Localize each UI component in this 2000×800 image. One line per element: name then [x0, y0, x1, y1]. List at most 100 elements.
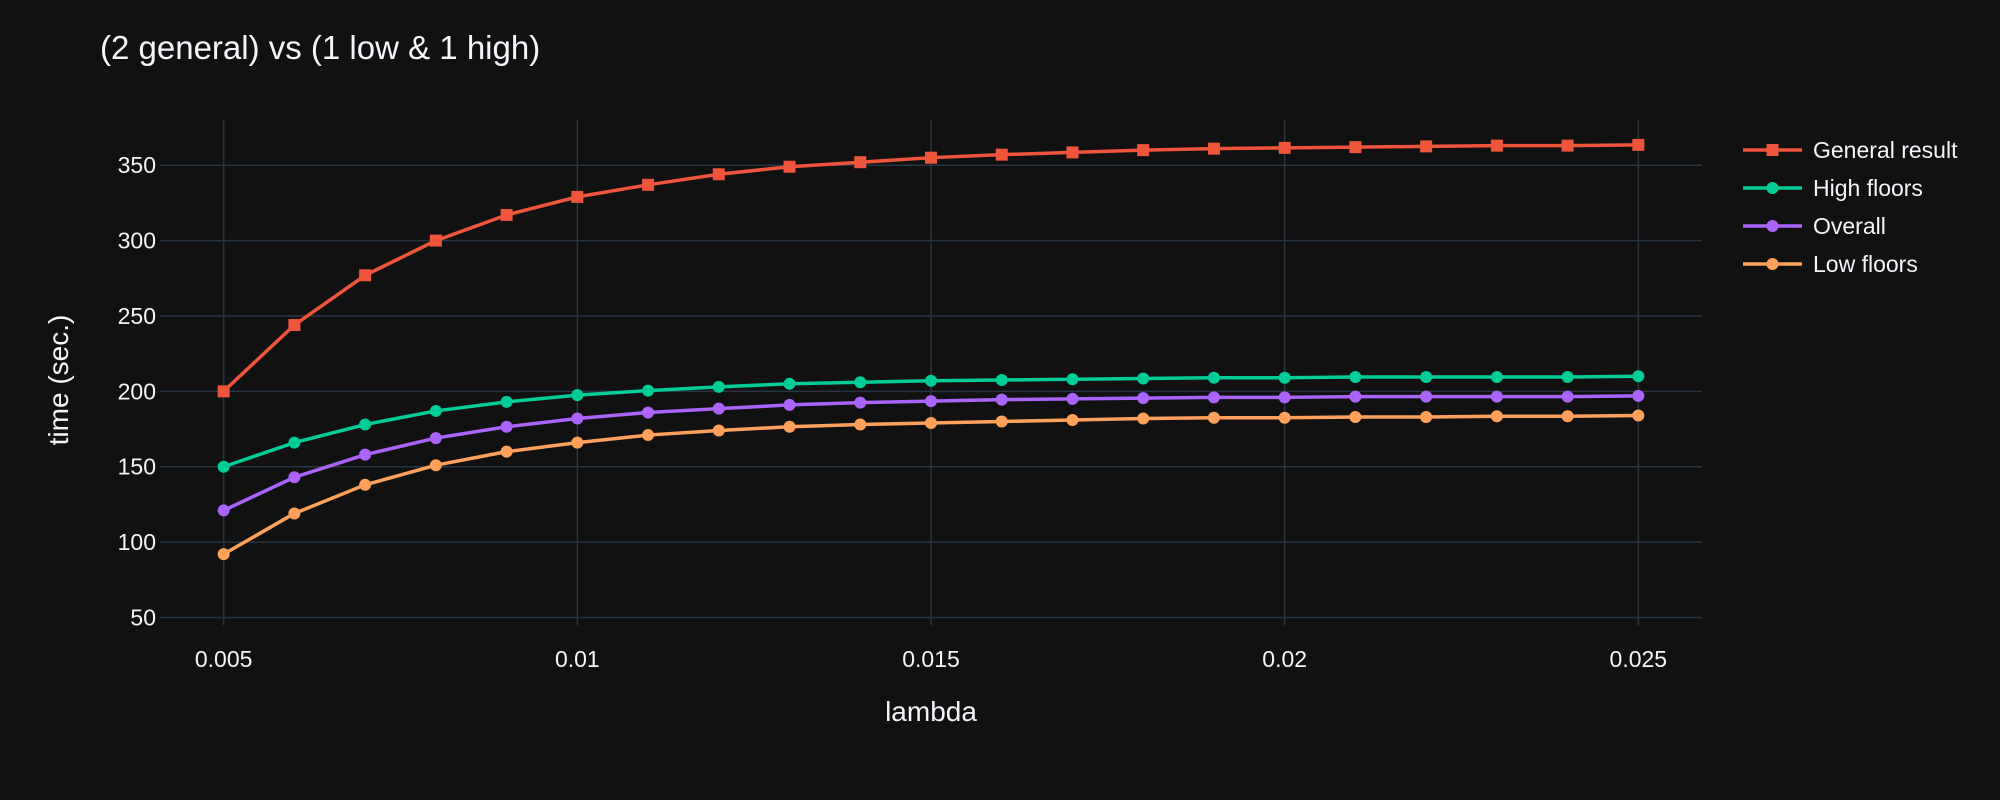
data-point[interactable] — [1490, 371, 1503, 384]
data-point[interactable] — [500, 395, 513, 408]
data-point[interactable] — [925, 374, 937, 387]
data-point[interactable] — [854, 396, 867, 409]
data-point[interactable] — [1278, 141, 1291, 154]
data-point[interactable] — [1207, 142, 1220, 155]
data-point[interactable] — [288, 436, 301, 449]
data-point[interactable] — [1278, 371, 1291, 384]
data-point[interactable] — [359, 448, 372, 461]
data-point[interactable] — [500, 445, 513, 458]
data-point[interactable] — [783, 420, 796, 433]
data-point[interactable] — [1561, 139, 1574, 152]
legend-label: High floors — [1813, 175, 1923, 201]
data-point[interactable] — [642, 384, 655, 397]
data-point[interactable] — [1278, 411, 1291, 424]
data-point[interactable] — [1278, 391, 1291, 404]
data-point[interactable] — [1420, 410, 1433, 423]
legend-marker — [1766, 220, 1779, 232]
data-point[interactable] — [925, 151, 937, 164]
data-point[interactable] — [1490, 139, 1503, 152]
data-point[interactable] — [1066, 373, 1079, 386]
data-point[interactable] — [359, 478, 372, 491]
data-point[interactable] — [995, 415, 1008, 428]
data-point[interactable] — [429, 432, 442, 445]
data-point[interactable] — [1137, 372, 1150, 385]
data-point[interactable] — [995, 393, 1008, 406]
data-point[interactable] — [429, 404, 442, 417]
y-tick-label: 150 — [118, 454, 156, 480]
data-point[interactable] — [217, 385, 230, 398]
data-point[interactable] — [712, 380, 725, 393]
data-point[interactable] — [571, 412, 584, 425]
data-point[interactable] — [500, 420, 513, 433]
data-point[interactable] — [783, 160, 796, 173]
data-point[interactable] — [642, 406, 655, 419]
data-point[interactable] — [217, 460, 230, 473]
data-point[interactable] — [854, 418, 867, 431]
data-point[interactable] — [288, 319, 301, 332]
data-point[interactable] — [571, 436, 584, 449]
data-point[interactable] — [1137, 392, 1150, 405]
data-point[interactable] — [500, 208, 513, 221]
data-point[interactable] — [1420, 371, 1433, 384]
data-point[interactable] — [642, 178, 655, 191]
legend-marker — [1766, 182, 1779, 194]
y-axis-title: time (sec.) — [43, 315, 74, 446]
data-point[interactable] — [1420, 390, 1433, 403]
data-point[interactable] — [1420, 140, 1433, 153]
data-point[interactable] — [783, 398, 796, 411]
data-point[interactable] — [1632, 370, 1645, 383]
data-point[interactable] — [1207, 411, 1220, 424]
data-point[interactable] — [1349, 371, 1362, 384]
data-point[interactable] — [854, 376, 867, 389]
data-point[interactable] — [925, 395, 937, 408]
data-point[interactable] — [1349, 141, 1362, 154]
y-tick-label: 50 — [130, 604, 156, 630]
data-point[interactable] — [642, 429, 655, 442]
legend-item-high-floors[interactable]: High floors — [1743, 175, 1923, 201]
data-point[interactable] — [925, 417, 937, 429]
data-point[interactable] — [1066, 413, 1079, 426]
data-point[interactable] — [1490, 390, 1503, 403]
data-point[interactable] — [1632, 138, 1645, 151]
data-point[interactable] — [1561, 410, 1574, 423]
series-high-floors — [217, 370, 1645, 473]
data-point[interactable] — [1349, 410, 1362, 423]
legend[interactable]: General result High floors Overall Low floo… — [1743, 137, 1958, 277]
data-point[interactable] — [995, 148, 1008, 161]
data-point[interactable] — [359, 269, 372, 282]
y-tick-label: 300 — [118, 228, 156, 254]
data-point[interactable] — [429, 234, 442, 247]
data-point[interactable] — [712, 402, 725, 415]
data-point[interactable] — [571, 389, 584, 402]
legend-marker — [1766, 144, 1779, 156]
legend-label: General result — [1813, 137, 1958, 163]
legend-item-low-floors[interactable]: Low floors — [1743, 251, 1918, 277]
data-point[interactable] — [783, 377, 796, 390]
data-point[interactable] — [217, 504, 230, 517]
data-point[interactable] — [1066, 392, 1079, 405]
data-point[interactable] — [1632, 389, 1645, 402]
data-point[interactable] — [1207, 391, 1220, 404]
legend-item-general-result[interactable]: General result — [1743, 137, 1958, 163]
data-point[interactable] — [1207, 371, 1220, 384]
data-point[interactable] — [712, 424, 725, 437]
data-point[interactable] — [359, 418, 372, 431]
data-point[interactable] — [217, 548, 230, 561]
data-point[interactable] — [854, 156, 867, 169]
data-point[interactable] — [1137, 144, 1150, 157]
data-point[interactable] — [1561, 371, 1574, 384]
data-point[interactable] — [995, 374, 1008, 387]
data-point[interactable] — [1066, 146, 1079, 159]
data-point[interactable] — [429, 459, 442, 472]
data-point[interactable] — [1561, 390, 1574, 403]
data-point[interactable] — [1137, 412, 1150, 425]
data-point[interactable] — [1632, 409, 1645, 422]
data-point[interactable] — [712, 168, 725, 181]
data-point[interactable] — [1490, 410, 1503, 423]
data-point[interactable] — [1349, 390, 1362, 403]
data-point[interactable] — [288, 471, 301, 484]
data-point[interactable] — [288, 507, 301, 520]
data-point[interactable] — [571, 190, 584, 203]
series-overall — [217, 389, 1645, 517]
legend-item-overall[interactable]: Overall — [1743, 213, 1886, 239]
